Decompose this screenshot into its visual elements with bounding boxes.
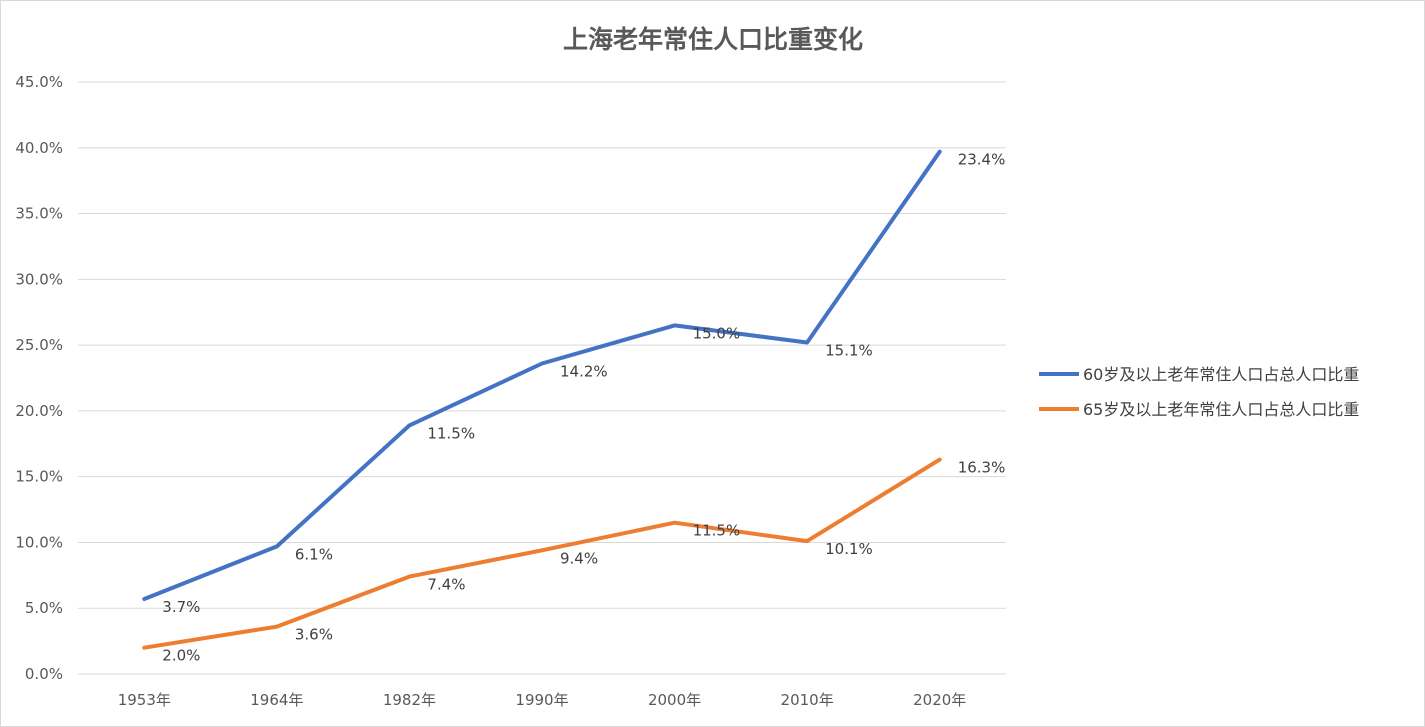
x-tick-label: 1964年 (250, 691, 303, 709)
series-lines (142, 149, 942, 650)
x-tick-label: 1953年 (118, 691, 171, 709)
x-tick-label: 1990年 (515, 691, 568, 709)
series-line-1 (142, 149, 942, 601)
x-tick-label: 1982年 (383, 691, 436, 709)
data-label: 15.1% (825, 341, 873, 359)
y-axis: 0.0% 5.0% 10.0% 15.0% 20.0% 25.0% 30.0% 35.0% 40… (15, 73, 63, 683)
x-tick-label: 2010年 (781, 691, 834, 709)
y-tick-label: 30.0% (15, 270, 63, 288)
data-label: 14.2% (560, 363, 608, 381)
y-tick-label: 5.0% (25, 599, 63, 617)
data-label: 11.5% (427, 424, 475, 442)
data-label: 3.7% (162, 598, 200, 616)
data-label: 2.0% (162, 647, 200, 665)
data-label: 6.1% (295, 545, 333, 563)
legend-label: 65岁及以上老年常住人口占总人口比重 (1083, 400, 1359, 419)
y-tick-label: 45.0% (15, 73, 63, 91)
y-tick-label: 35.0% (15, 205, 63, 223)
data-label: 11.5% (693, 522, 741, 540)
series-line-2 (142, 457, 942, 650)
y-tick-label: 15.0% (15, 468, 63, 486)
legend: 60岁及以上老年常住人口占总人口比重 65岁及以上老年常住人口占总人口比重 (1039, 365, 1359, 419)
data-label: 9.4% (560, 549, 598, 567)
legend-label: 60岁及以上老年常住人口占总人口比重 (1083, 365, 1359, 384)
data-label: 10.1% (825, 540, 873, 558)
data-label: 7.4% (427, 576, 465, 594)
grid-lines (78, 81, 1006, 675)
x-tick-label: 2000年 (648, 691, 701, 709)
y-tick-label: 40.0% (15, 139, 63, 157)
data-label: 15.0% (693, 324, 741, 342)
chart-title: 上海老年常住人口比重变化 (563, 25, 863, 54)
x-tick-label: 2020年 (913, 691, 966, 709)
data-label: 16.3% (958, 459, 1006, 477)
data-labels: 3.7% 6.1% 11.5% 14.2% 15.0% 15.1% 23.4% 2.0% 3.6… (162, 151, 1005, 665)
x-axis: 1953年 1964年 1982年 1990年 2000年 2010年 2020年 (118, 691, 967, 709)
y-tick-label: 10.0% (15, 533, 63, 551)
data-label: 3.6% (295, 626, 333, 644)
y-tick-label: 25.0% (15, 336, 63, 354)
y-tick-label: 0.0% (25, 665, 63, 683)
data-label: 23.4% (958, 151, 1006, 169)
y-tick-label: 20.0% (15, 402, 63, 420)
